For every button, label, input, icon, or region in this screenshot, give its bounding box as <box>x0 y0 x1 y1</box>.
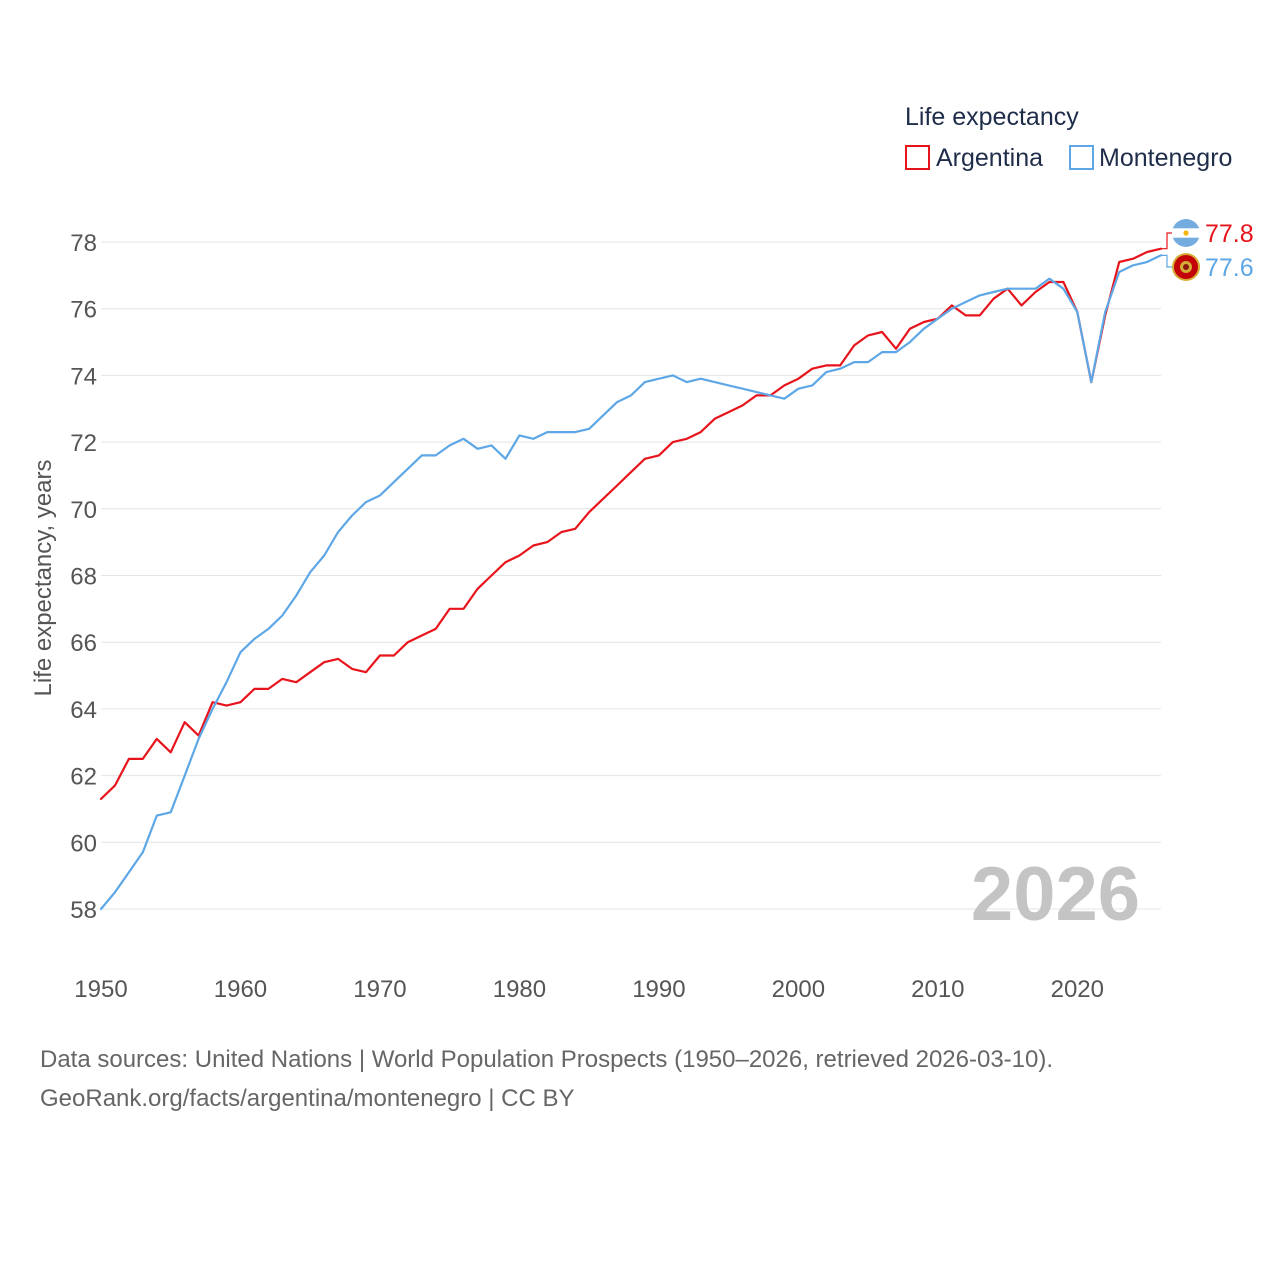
end-value-label-argentina: 77.8 <box>1205 220 1254 248</box>
end-value-label-montenegro: 77.6 <box>1205 254 1254 282</box>
y-tick-label: 70 <box>70 497 97 524</box>
source-line: Data sources: United Nations | World Pop… <box>40 1046 1054 1073</box>
y-tick-label: 74 <box>70 363 97 390</box>
argentina-flag-icon <box>1172 219 1200 247</box>
legend-label-montenegro: Montenegro <box>1099 144 1232 172</box>
x-axis-ticks: 1950 1960 1970 1980 1990 2000 2010 2020 <box>74 976 1104 1003</box>
gridlines <box>101 241 1161 910</box>
x-tick-label: 1970 <box>353 976 406 1003</box>
source-link[interactable]: GeoRank.org/facts/argentina/montenegro |… <box>40 1085 575 1112</box>
legend-swatch-montenegro <box>1069 145 1094 170</box>
series-line-argentina[interactable] <box>99 247 1163 801</box>
y-tick-label: 62 <box>70 764 97 791</box>
x-tick-label: 2000 <box>772 976 825 1003</box>
legend: Life expectancy Argentina Montenegro <box>905 103 1232 172</box>
y-axis-title: Life expectancy, years <box>30 459 57 696</box>
y-tick-label: 72 <box>70 430 97 457</box>
y-tick-label: 78 <box>70 230 97 257</box>
end-labels: 77.8 77.6 <box>1161 219 1254 282</box>
montenegro-flag-icon <box>1172 253 1200 281</box>
end-connector-argentina <box>1161 232 1173 250</box>
x-tick-label: 2010 <box>911 976 964 1003</box>
series-lines <box>99 247 1163 911</box>
y-axis-ticks: 58 60 62 64 66 68 70 72 74 76 78 <box>70 230 97 924</box>
end-connector-montenegro <box>1161 254 1173 268</box>
y-tick-label: 66 <box>70 630 97 657</box>
legend-item-montenegro[interactable]: Montenegro <box>1069 144 1232 172</box>
legend-title: Life expectancy <box>905 103 1079 131</box>
y-tick-label: 76 <box>70 297 97 324</box>
x-tick-label: 1980 <box>493 976 546 1003</box>
y-tick-label: 60 <box>70 830 97 857</box>
y-tick-label: 58 <box>70 897 97 924</box>
y-tick-label: 68 <box>70 564 97 591</box>
series-line-montenegro[interactable] <box>99 254 1163 911</box>
legend-swatch-argentina <box>905 145 930 170</box>
year-watermark: 2026 <box>971 852 1140 937</box>
x-tick-label: 1960 <box>214 976 267 1003</box>
legend-label-argentina: Argentina <box>936 144 1043 172</box>
x-tick-label: 1990 <box>632 976 685 1003</box>
source-note: Data sources: United Nations | World Pop… <box>40 1040 1053 1118</box>
x-tick-label: 1950 <box>74 976 127 1003</box>
x-tick-label: 2020 <box>1051 976 1104 1003</box>
y-tick-label: 64 <box>70 697 97 724</box>
legend-item-argentina[interactable]: Argentina <box>905 144 1043 172</box>
